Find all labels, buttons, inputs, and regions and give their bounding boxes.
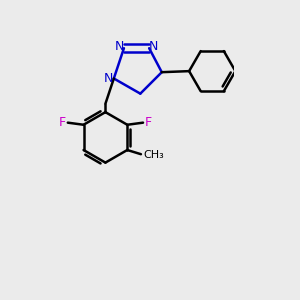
Text: F: F (145, 116, 152, 129)
Text: F: F (58, 116, 66, 129)
Text: N: N (104, 72, 113, 85)
Text: N: N (149, 40, 158, 53)
Text: N: N (115, 40, 124, 53)
Text: CH₃: CH₃ (143, 150, 164, 160)
